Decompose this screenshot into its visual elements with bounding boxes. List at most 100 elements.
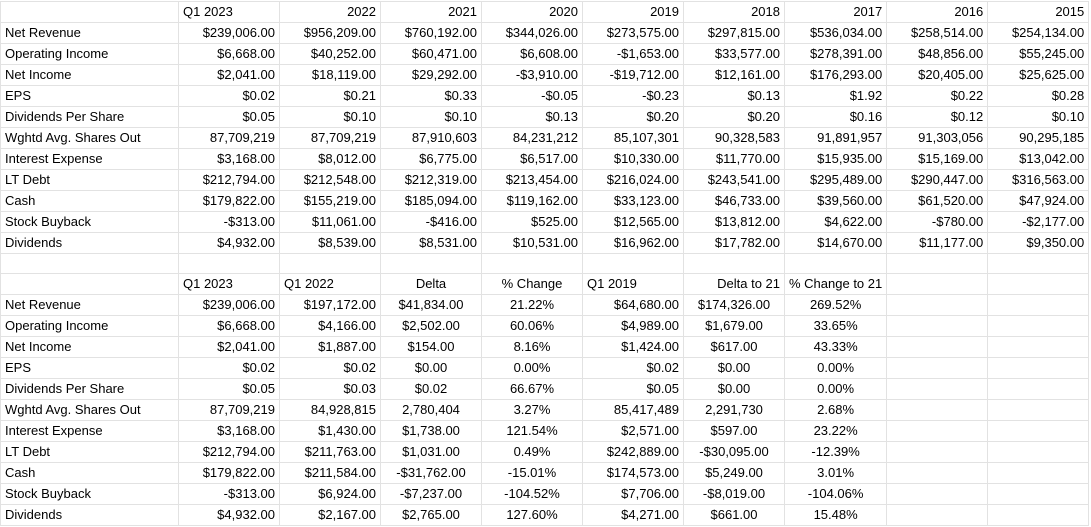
- empty-cell[interactable]: [886, 253, 989, 274]
- value-cell[interactable]: $179,822.00: [178, 190, 280, 212]
- value-cell[interactable]: $0.02: [178, 357, 280, 379]
- value-cell[interactable]: $4,932.00: [178, 504, 280, 526]
- value-cell[interactable]: $243,541.00: [683, 169, 785, 191]
- value-cell[interactable]: $956,209.00: [279, 22, 381, 44]
- value-cell[interactable]: 87,709,219: [178, 399, 280, 421]
- value-cell[interactable]: $154.00: [380, 336, 482, 358]
- value-cell[interactable]: $0.00: [380, 357, 482, 379]
- column-header-cell[interactable]: 2017: [783, 1, 888, 23]
- value-cell[interactable]: [987, 378, 1090, 400]
- value-cell[interactable]: -$30,095.00: [683, 441, 785, 463]
- value-cell[interactable]: 23.22%: [783, 420, 888, 442]
- value-cell[interactable]: 8.16%: [481, 336, 583, 358]
- value-cell[interactable]: $525.00: [481, 211, 583, 233]
- value-cell[interactable]: -$7,237.00: [380, 483, 482, 505]
- value-cell[interactable]: $344,026.00: [481, 22, 583, 44]
- value-cell[interactable]: $216,024.00: [582, 169, 684, 191]
- value-cell[interactable]: $0.28: [987, 85, 1090, 107]
- value-cell[interactable]: $119,162.00: [481, 190, 583, 212]
- value-cell[interactable]: 87,709,219: [279, 127, 381, 149]
- value-cell[interactable]: 90,328,583: [683, 127, 785, 149]
- value-cell[interactable]: $2,041.00: [178, 64, 280, 86]
- value-cell[interactable]: $5,249.00: [683, 462, 785, 484]
- row-label-cell[interactable]: Wghtd Avg. Shares Out: [0, 127, 179, 149]
- value-cell[interactable]: $2,167.00: [279, 504, 381, 526]
- value-cell[interactable]: $12,161.00: [683, 64, 785, 86]
- value-cell[interactable]: [886, 399, 989, 421]
- row-label-cell[interactable]: Wghtd Avg. Shares Out: [0, 399, 179, 421]
- row-label-cell[interactable]: Dividends Per Share: [0, 106, 179, 128]
- value-cell[interactable]: [987, 462, 1090, 484]
- value-cell[interactable]: $1,031.00: [380, 441, 482, 463]
- value-cell[interactable]: 2,291,730: [683, 399, 785, 421]
- value-cell[interactable]: [987, 315, 1090, 337]
- value-cell[interactable]: $0.20: [683, 106, 785, 128]
- row-label-cell[interactable]: EPS: [0, 85, 179, 107]
- row-label-cell[interactable]: Dividends: [0, 232, 179, 254]
- value-cell[interactable]: 85,107,301: [582, 127, 684, 149]
- column-header-cell[interactable]: Delta: [380, 273, 482, 295]
- value-cell[interactable]: 87,910,603: [380, 127, 482, 149]
- row-label-cell[interactable]: Stock Buyback: [0, 483, 179, 505]
- value-cell[interactable]: -$0.23: [582, 85, 684, 107]
- value-cell[interactable]: -$313.00: [178, 483, 280, 505]
- value-cell[interactable]: $60,471.00: [380, 43, 482, 65]
- row-label-cell[interactable]: Cash: [0, 190, 179, 212]
- value-cell[interactable]: [987, 336, 1090, 358]
- value-cell[interactable]: [987, 441, 1090, 463]
- value-cell[interactable]: $29,292.00: [380, 64, 482, 86]
- value-cell[interactable]: $0.13: [481, 106, 583, 128]
- value-cell[interactable]: $1,679.00: [683, 315, 785, 337]
- value-cell[interactable]: $4,989.00: [582, 315, 684, 337]
- value-cell[interactable]: $10,330.00: [582, 148, 684, 170]
- value-cell[interactable]: $0.05: [582, 378, 684, 400]
- value-cell[interactable]: $10,531.00: [481, 232, 583, 254]
- value-cell[interactable]: 269.52%: [783, 294, 888, 316]
- value-cell[interactable]: $3,168.00: [178, 420, 280, 442]
- value-cell[interactable]: $212,319.00: [380, 169, 482, 191]
- row-label-cell[interactable]: Stock Buyback: [0, 211, 179, 233]
- value-cell[interactable]: $316,563.00: [987, 169, 1090, 191]
- value-cell[interactable]: $536,034.00: [783, 22, 888, 44]
- column-header-cell[interactable]: [987, 273, 1090, 295]
- row-label-cell[interactable]: Interest Expense: [0, 148, 179, 170]
- value-cell[interactable]: $8,539.00: [279, 232, 381, 254]
- column-header-cell[interactable]: 2015: [987, 1, 1090, 23]
- value-cell[interactable]: $197,172.00: [279, 294, 381, 316]
- value-cell[interactable]: $0.10: [380, 106, 482, 128]
- value-cell[interactable]: $0.33: [380, 85, 482, 107]
- row-label-cell[interactable]: Net Revenue: [0, 22, 179, 44]
- value-cell[interactable]: $2,765.00: [380, 504, 482, 526]
- value-cell[interactable]: $6,668.00: [178, 315, 280, 337]
- value-cell[interactable]: -104.52%: [481, 483, 583, 505]
- value-cell[interactable]: $213,454.00: [481, 169, 583, 191]
- value-cell[interactable]: $1,887.00: [279, 336, 381, 358]
- column-header-cell[interactable]: [886, 273, 989, 295]
- row-label-cell[interactable]: LT Debt: [0, 169, 179, 191]
- value-cell[interactable]: $0.21: [279, 85, 381, 107]
- empty-cell[interactable]: [987, 253, 1090, 274]
- value-cell[interactable]: $0.20: [582, 106, 684, 128]
- value-cell[interactable]: -$31,762.00: [380, 462, 482, 484]
- value-cell[interactable]: $1,424.00: [582, 336, 684, 358]
- value-cell[interactable]: [987, 399, 1090, 421]
- value-cell[interactable]: -$2,177.00: [987, 211, 1090, 233]
- value-cell[interactable]: 121.54%: [481, 420, 583, 442]
- value-cell[interactable]: $6,668.00: [178, 43, 280, 65]
- value-cell[interactable]: -$3,910.00: [481, 64, 583, 86]
- value-cell[interactable]: [886, 462, 989, 484]
- value-cell[interactable]: -$1,653.00: [582, 43, 684, 65]
- row-label-cell[interactable]: EPS: [0, 357, 179, 379]
- value-cell[interactable]: $254,134.00: [987, 22, 1090, 44]
- value-cell[interactable]: $12,565.00: [582, 211, 684, 233]
- value-cell[interactable]: 91,303,056: [886, 127, 989, 149]
- value-cell[interactable]: -$8,019.00: [683, 483, 785, 505]
- value-cell[interactable]: $13,812.00: [683, 211, 785, 233]
- value-cell[interactable]: $295,489.00: [783, 169, 888, 191]
- value-cell[interactable]: $0.03: [279, 378, 381, 400]
- value-cell[interactable]: $11,177.00: [886, 232, 989, 254]
- value-cell[interactable]: $33,577.00: [683, 43, 785, 65]
- value-cell[interactable]: 127.60%: [481, 504, 583, 526]
- value-cell[interactable]: $39,560.00: [783, 190, 888, 212]
- value-cell[interactable]: $242,889.00: [582, 441, 684, 463]
